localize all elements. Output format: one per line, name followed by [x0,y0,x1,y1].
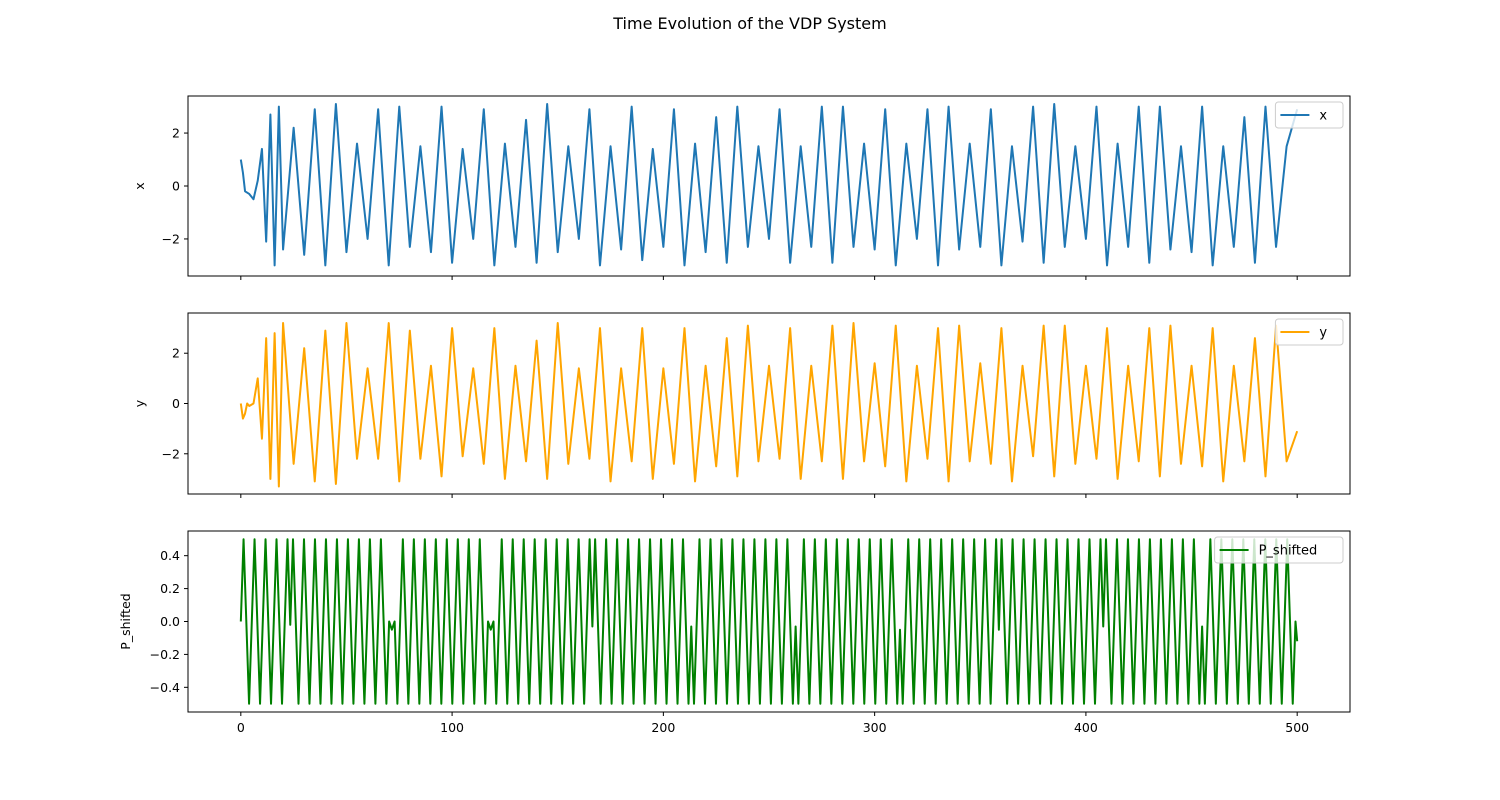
x-tick-label: 100 [440,720,464,735]
y-tick-label: 0 [172,396,180,411]
y-axis-label: y [132,399,147,407]
legend-label: y [1319,326,1327,341]
x-tick-label: 200 [651,720,675,735]
x-tick-label: 500 [1285,720,1309,735]
legend-label: P_shifted [1259,544,1318,559]
legend-box [1214,536,1344,564]
x-tick-label: 0 [237,720,245,735]
panel-x: −2 0 2 x x [132,95,1351,280]
legend: P_shifted [1214,536,1344,564]
y-tick-label: −0.2 [150,647,180,662]
y-tick-label: 2 [172,346,180,361]
chart-title: Time Evolution of the VDP System [612,14,886,33]
y-tick-label: 0.0 [160,614,180,629]
y-tick-label: −2 [162,446,180,461]
legend: x [1274,101,1344,129]
y-tick-label: −2 [162,231,180,246]
series-line-x [239,102,1299,267]
panel-y: −2 0 2 y y [132,312,1351,498]
y-tick-label: 0.2 [160,581,180,596]
panels-group: −2 0 2 x x −2 0 2 y y −0.4 −0.2 0.0 0.2 0.4 P_shifted 0 1… [118,95,1351,735]
legend-label: x [1319,109,1327,124]
y-tick-label: 2 [172,126,180,141]
y-tick-label: 0 [172,179,180,194]
x-tick-label: 300 [863,720,887,735]
panel-P_shifted: −0.4 −0.2 0.0 0.2 0.4 P_shifted 0 100 200 300 400 5… [118,530,1351,735]
series-line-P_shifted [239,538,1299,705]
y-tick-label: 0.4 [160,548,180,563]
y-tick-label: −0.4 [150,680,180,695]
y-axis-label: P_shifted [118,593,133,649]
x-tick-label: 400 [1074,720,1098,735]
y-axis-label: x [132,182,147,189]
legend: y [1274,318,1344,346]
series-line-y [239,322,1299,488]
